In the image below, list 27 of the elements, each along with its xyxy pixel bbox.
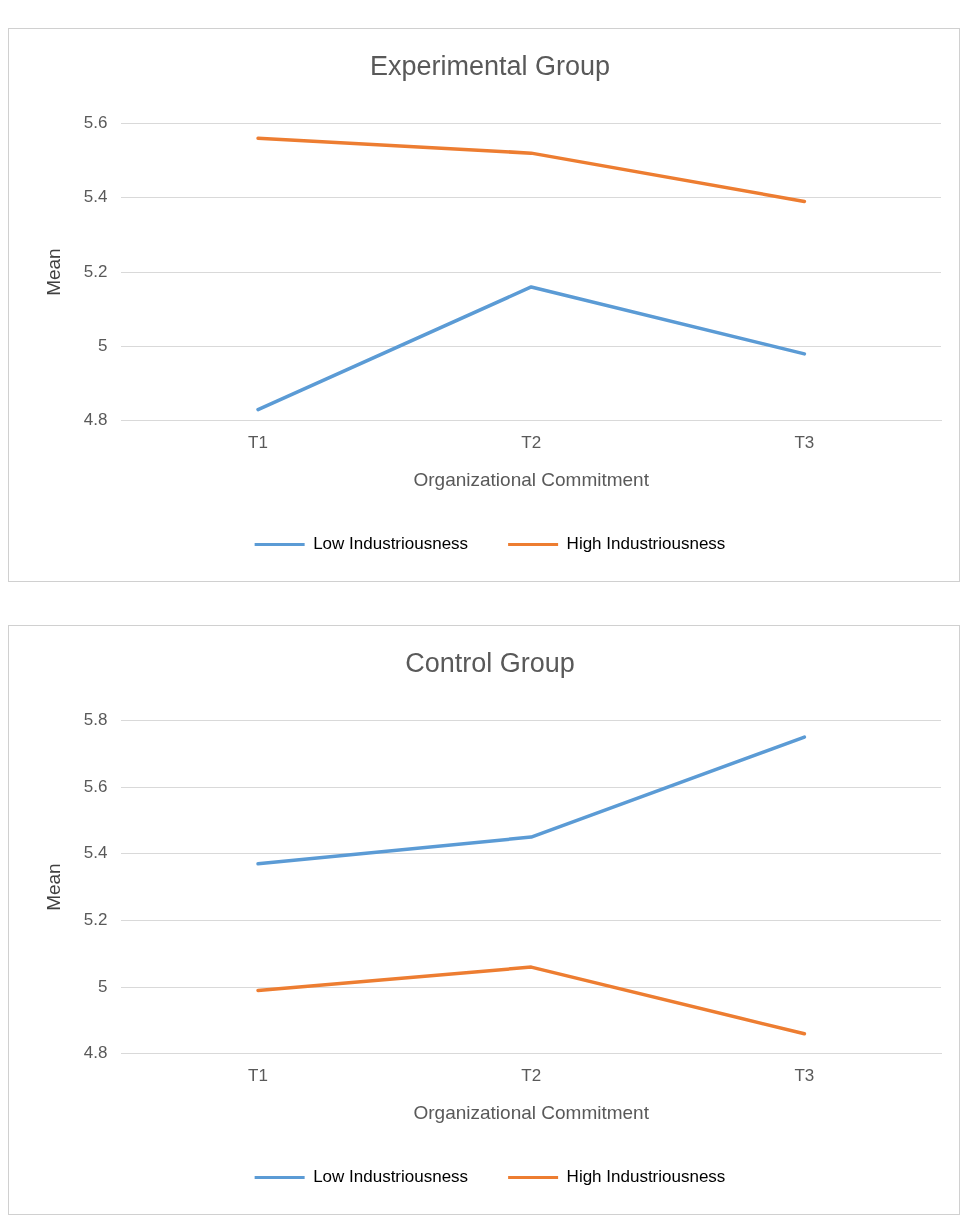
x-tick-label: T2: [521, 1065, 542, 1085]
legend-label: High Industriousness: [566, 534, 726, 554]
legend-label: High Industriousness: [566, 1167, 726, 1187]
y-tick-label: 5.2: [83, 261, 108, 281]
y-tick-label: 4.8: [83, 410, 108, 430]
chart-title: Experimental Group: [369, 50, 611, 81]
y-tick-label: 5.6: [83, 113, 108, 133]
y-tick-label: 5.6: [83, 776, 108, 796]
y-tick-label: 5.4: [83, 843, 108, 863]
x-tick-label: T1: [248, 432, 268, 452]
y-tick-label: 5.2: [83, 910, 108, 930]
x-tick-label: T2: [521, 432, 542, 452]
legend-label: Low Industriousness: [313, 534, 469, 554]
x-axis-title: Organizational Commitment: [413, 1101, 650, 1123]
y-tick-label: 5: [97, 336, 108, 356]
y-tick-label: 4.8: [83, 1043, 108, 1063]
legend-label: Low Industriousness: [313, 1167, 469, 1187]
x-tick-label: T3: [794, 1065, 815, 1085]
chart-title: Control Group: [405, 647, 575, 678]
x-tick-label: T1: [248, 1065, 268, 1085]
y-axis-title: Mean: [42, 248, 64, 296]
y-axis-title: Mean: [42, 863, 64, 911]
y-tick-label: 5.4: [83, 187, 108, 207]
x-axis-title: Organizational Commitment: [413, 468, 650, 490]
y-tick-label: 5.8: [83, 710, 108, 730]
x-tick-label: T3: [794, 432, 815, 452]
y-tick-label: 5: [97, 976, 108, 996]
